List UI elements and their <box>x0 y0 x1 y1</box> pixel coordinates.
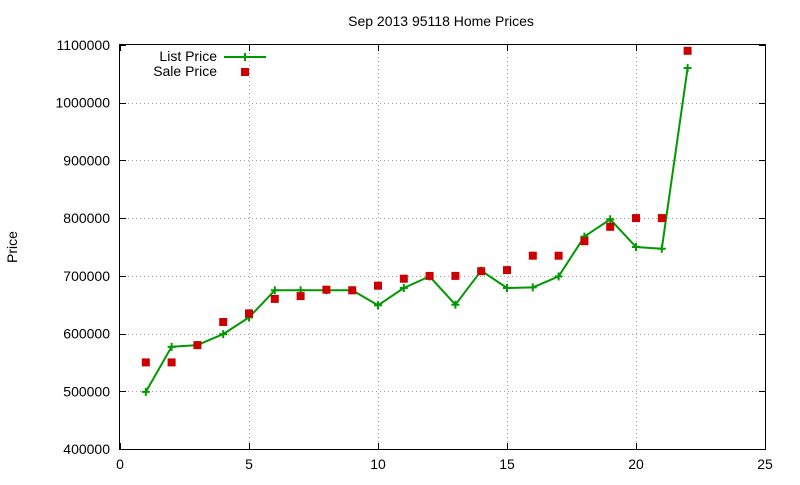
sale-price-point <box>528 251 537 260</box>
list-price-point <box>167 342 176 351</box>
y-tick-label: 400000 <box>63 441 110 457</box>
list-price-point <box>503 283 511 292</box>
x-tick-label: 20 <box>628 456 644 472</box>
list-price-point <box>683 64 692 73</box>
sale-price-point <box>219 318 228 326</box>
x-tick-label: 15 <box>499 456 515 472</box>
y-tick-label: 500000 <box>63 383 110 399</box>
sale-price-point <box>399 274 408 283</box>
sale-price-point <box>451 271 460 280</box>
y-tick-label: 600000 <box>63 326 110 342</box>
list-price-point <box>632 243 640 251</box>
grid-layer <box>120 45 765 449</box>
list-price-point <box>374 301 382 310</box>
y-tick-label: 1100000 <box>57 37 111 53</box>
sale-price-point <box>374 281 382 290</box>
y-tick-label: 1000000 <box>55 95 110 111</box>
legend-marker-list-price <box>241 53 249 61</box>
list-price-point <box>141 387 150 396</box>
y-axis-label: Price <box>4 231 20 263</box>
sale-price-point <box>167 358 176 367</box>
y-tick-label: 900000 <box>63 152 110 168</box>
axis-ticks: 0 5 10 15 20 25 400000 500000 600000 700000 800000… <box>55 37 773 472</box>
list-price-point <box>451 300 460 309</box>
sale-price-point <box>657 214 666 223</box>
sale-price-point <box>141 358 150 367</box>
sale-price-point <box>245 309 253 318</box>
list-price-point <box>606 215 615 224</box>
list-price-point <box>219 330 228 339</box>
y-tick-label: 800000 <box>63 210 110 226</box>
list-price-point <box>270 286 279 295</box>
legend: List Price Sale Price <box>153 48 266 79</box>
x-tick-label: 5 <box>245 456 253 472</box>
sale-price-point <box>580 237 589 246</box>
sale-price-point <box>683 46 692 55</box>
plot-frame <box>119 44 766 450</box>
sale-price-point <box>270 294 279 303</box>
x-tick-label: 0 <box>116 456 124 472</box>
x-tick-label: 10 <box>370 456 386 472</box>
list-price-point <box>657 244 666 253</box>
sale-price-point <box>554 251 563 260</box>
sale-price-point <box>503 266 511 275</box>
legend-label-sale-price: Sale Price <box>153 63 217 79</box>
legend-marker-sale-price <box>241 68 249 76</box>
sale-price-point <box>606 222 615 231</box>
sale-price-point <box>632 214 640 223</box>
legend-label-list-price: List Price <box>159 48 217 64</box>
list-price-point <box>554 272 563 281</box>
sale-price-point <box>193 341 202 350</box>
sale-price-point <box>348 286 357 295</box>
data-layer <box>141 46 692 396</box>
sale-price-point <box>322 285 331 294</box>
chart-title: Sep 2013 95118 Home Prices <box>348 13 534 29</box>
list-price-point <box>528 283 537 292</box>
list-price-point <box>399 283 408 292</box>
sale-price-point <box>425 271 434 280</box>
sale-price-point <box>296 292 305 301</box>
y-tick-label: 700000 <box>63 268 110 284</box>
series-line-list-price <box>144 67 689 393</box>
x-tick-label: 25 <box>757 456 773 472</box>
sale-price-point <box>477 267 486 276</box>
